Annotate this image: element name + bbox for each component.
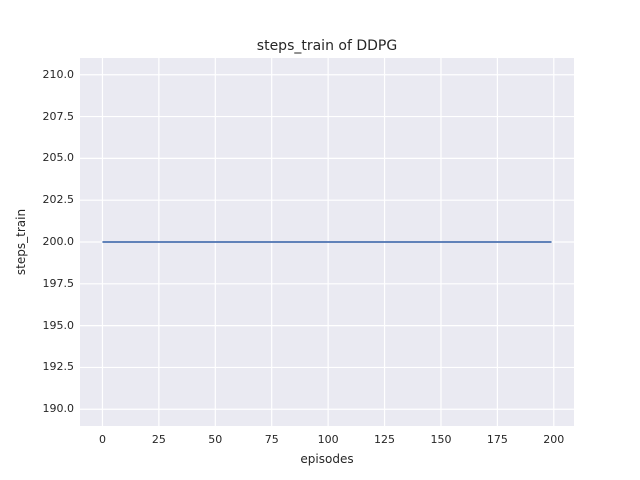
y-tick-label: 200.0 — [42, 235, 75, 248]
y-tick-label: 190.0 — [42, 402, 75, 416]
y-tick-label: 197.5 — [42, 276, 75, 290]
plot-area — [80, 58, 574, 426]
x-tick-label: 50 — [208, 433, 223, 446]
x-tick-label: 75 — [264, 433, 279, 446]
y-tick-label: 202.5 — [42, 193, 75, 207]
plot-canvas — [80, 58, 574, 426]
x-tick-label: 175 — [486, 433, 508, 446]
x-tick-label: 150 — [430, 433, 452, 446]
y-axis-label: steps_train — [14, 208, 28, 276]
x-tick-label: 125 — [374, 433, 396, 446]
x-tick-label: 200 — [543, 433, 565, 446]
y-tick-label: 207.5 — [42, 109, 75, 123]
x-tick-label: 0 — [98, 433, 106, 446]
chart-title: steps_train of DDPG — [256, 38, 398, 54]
y-tick-label: 205.0 — [42, 151, 75, 165]
y-tick-label: 195.0 — [42, 318, 75, 332]
x-tick-label: 100 — [317, 433, 339, 446]
y-tick-label: 192.5 — [42, 360, 75, 374]
x-tick-label: 25 — [151, 433, 166, 446]
x-axis-label: episodes — [300, 452, 354, 466]
y-tick-label: 210.0 — [42, 67, 75, 81]
